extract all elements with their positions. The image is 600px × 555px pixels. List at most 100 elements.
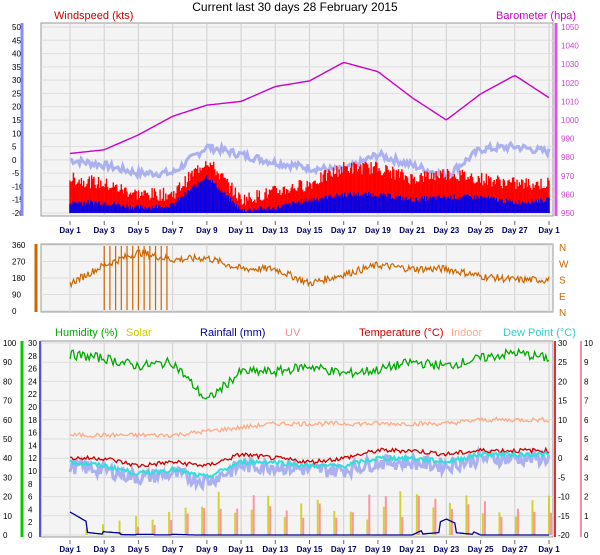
panel-humidity-x-axis: Day 1 Day 3 Day 5 Day 7 Day 9 Day 11 Day 13 Day… xyxy=(59,540,560,554)
left-tick-label: -5 xyxy=(12,169,20,178)
humidity-line xyxy=(69,347,550,400)
rainfall-tick-label: 4 xyxy=(28,505,33,514)
solar-legend: Solar xyxy=(126,327,152,339)
temperature-tick-label: 10 xyxy=(558,416,567,425)
uv-tick-label: 3 xyxy=(584,473,589,482)
x-tick-label: Day 1 xyxy=(59,545,81,554)
rainfall-tick-label: 0 xyxy=(28,531,33,540)
panel-wind: Windspeed (kts) Barometer (hpa) -20 -15 -1… xyxy=(12,10,579,235)
panel-humidity-left-axis: 0 10 20 30 40 50 60 70 80 90 100 xyxy=(3,339,24,540)
temperature-tick-label: -10 xyxy=(558,493,570,502)
right-tick-label: 980 xyxy=(561,153,575,162)
x-tick-label: Day 9 xyxy=(196,545,218,554)
x-tick-label: Day 17 xyxy=(331,226,357,235)
panel-wind-left-axis: -20 -15 -10 -5 0 5 10 15 20 25 30 35 40 45 50 xyxy=(12,23,24,218)
x-tick-label: Day 5 xyxy=(128,226,150,235)
x-tick-label: Day 7 xyxy=(162,226,184,235)
indoor-legend: Indoor xyxy=(451,327,483,339)
rainfall-tick-label: 8 xyxy=(28,480,33,489)
uv-tick-label: 9 xyxy=(584,358,589,367)
right-tick-label: 970 xyxy=(561,172,575,181)
x-tick-label: Day 15 xyxy=(297,545,323,554)
uv-tick-label: 5 xyxy=(584,435,589,444)
rainfall-tick-label: 10 xyxy=(28,467,37,476)
x-tick-label: Day 13 xyxy=(262,226,288,235)
right-tick-label: 960 xyxy=(561,190,575,199)
left-tick-label: -20 xyxy=(12,209,24,218)
left-tick-label: 10 xyxy=(12,129,21,138)
left-tick-label: 25 xyxy=(12,89,21,98)
rainfall-tick-label: 16 xyxy=(28,429,37,438)
right-tick-label: 990 xyxy=(561,135,575,144)
uv-tick-label: 4 xyxy=(584,454,589,463)
left-tick-label: 40 xyxy=(12,50,21,59)
x-tick-label: Day 21 xyxy=(399,545,425,554)
left-tick-label: 30 xyxy=(12,76,21,85)
humidity-tick-label: 90 xyxy=(3,358,12,367)
rainfall-tick-label: 2 xyxy=(28,518,33,527)
x-tick-label: Day 25 xyxy=(468,545,494,554)
left-tick-label: 0 xyxy=(12,156,17,165)
rainfall-tick-label: 28 xyxy=(28,352,37,361)
compass-label: E xyxy=(559,292,566,303)
humidity-tick-label: 50 xyxy=(3,435,12,444)
right-tick-label: 1010 xyxy=(561,97,579,106)
rainfall-tick-label: 18 xyxy=(28,416,37,425)
left-tick-label: -10 xyxy=(12,182,24,191)
left-tick-label: 35 xyxy=(12,63,21,72)
dew-point-line xyxy=(69,449,550,479)
x-tick-label: Day 23 xyxy=(433,226,459,235)
temperature-background-line xyxy=(69,140,551,183)
panel-humidity-series xyxy=(68,347,552,536)
chart-title: Current last 30 days 28 February 2015 xyxy=(192,0,398,14)
right-tick-label: 1030 xyxy=(561,60,579,69)
rainfall-tick-label: 26 xyxy=(28,365,37,374)
temperature-tick-label: 30 xyxy=(558,339,567,348)
x-tick-label: Day 5 xyxy=(128,545,150,554)
left-tick-label: 45 xyxy=(12,36,21,45)
rainfall-tick-label: 30 xyxy=(28,339,37,348)
temperature-tick-label: 25 xyxy=(558,358,567,367)
rainfall-line xyxy=(69,511,549,536)
x-tick-label: Day 9 xyxy=(196,226,218,235)
left-tick-label: 15 xyxy=(12,116,21,125)
panel-humidity-temperature: Humidity (%) Solar Rainfall (mm) UV Temp… xyxy=(3,327,593,554)
right-tick-label: 1040 xyxy=(561,42,579,51)
rainfall-tick-label: 12 xyxy=(28,454,37,463)
direction-tick-label: 270 xyxy=(12,258,26,267)
barometer-legend: Barometer (hpa) xyxy=(496,10,576,22)
x-tick-label: Day 27 xyxy=(502,226,528,235)
x-tick-label: Day 23 xyxy=(433,545,459,554)
x-tick-label: Day 19 xyxy=(365,226,391,235)
dewpoint-legend: Dew Point (°C) xyxy=(503,327,576,339)
rainfall-tick-label: 22 xyxy=(28,390,37,399)
uv-tick-label: 2 xyxy=(584,493,589,502)
humidity-tick-label: 10 xyxy=(3,512,12,521)
temperature-legend: Temperature (°C) xyxy=(359,327,443,339)
humidity-tick-label: 80 xyxy=(3,377,12,386)
compass-label: N xyxy=(559,243,566,254)
x-tick-label: Day 13 xyxy=(262,545,288,554)
x-tick-label: Day 7 xyxy=(162,545,184,554)
compass-label: W xyxy=(559,259,569,270)
x-tick-label: Day 1 xyxy=(59,226,81,235)
panel-wind-right-axis: 950 960 970 980 990 1000 1010 1020 1030 1040 1050 xyxy=(554,23,579,218)
uv-tick-label: 1 xyxy=(584,512,589,521)
uv-tick-label: 7 xyxy=(584,397,589,406)
uv-tick-label: 0 xyxy=(584,531,589,540)
compass-label: N xyxy=(559,308,566,319)
x-tick-label: Day 11 xyxy=(228,226,254,235)
temperature-tick-label: 0 xyxy=(558,454,563,463)
x-tick-label: Day 17 xyxy=(331,545,357,554)
left-tick-label: -15 xyxy=(12,196,24,205)
panel-wind-series xyxy=(69,61,551,213)
panel-wind-direction-series xyxy=(69,245,550,311)
barometer-line xyxy=(69,61,550,155)
rainfall-tick-label: 6 xyxy=(28,493,33,502)
left-tick-label: 5 xyxy=(12,143,17,152)
x-tick-label: Day 3 xyxy=(94,545,116,554)
temperature-tick-label: 15 xyxy=(558,397,567,406)
